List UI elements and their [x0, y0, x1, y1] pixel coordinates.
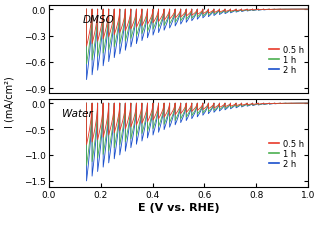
0.5 h: [146, 12, 149, 15]
0.5 h: [112, 110, 116, 113]
2 h: [85, 9, 88, 11]
2 h: [112, 21, 116, 24]
1 h: [135, 102, 138, 105]
2 h: [135, 102, 138, 105]
0.5 h: [89, 121, 93, 124]
Line: 0.5 h: 0.5 h: [87, 10, 308, 47]
1 h: [135, 9, 138, 11]
2 h: [223, 11, 227, 14]
0.5 h: [85, 144, 88, 146]
2 h: [85, 180, 88, 183]
0.5 h: [85, 102, 88, 105]
Text: DMSO: DMSO: [83, 15, 114, 25]
1 h: [112, 18, 116, 21]
1 h: [146, 108, 149, 111]
0.5 h: [135, 102, 138, 105]
2 h: [229, 12, 233, 15]
1 h: [85, 102, 88, 105]
1 h: [223, 11, 227, 14]
Line: 2 h: 2 h: [87, 10, 308, 80]
0.5 h: [306, 102, 310, 105]
0.5 h: [85, 46, 88, 48]
1 h: [306, 102, 310, 105]
0.5 h: [135, 9, 138, 11]
2 h: [85, 79, 88, 82]
2 h: [306, 9, 310, 11]
Text: Water: Water: [62, 108, 93, 118]
Text: I (mA/cm²): I (mA/cm²): [5, 76, 15, 128]
Line: 1 h: 1 h: [87, 104, 308, 166]
0.5 h: [146, 106, 149, 109]
2 h: [135, 9, 138, 11]
1 h: [146, 13, 149, 16]
0.5 h: [306, 9, 310, 11]
Line: 0.5 h: 0.5 h: [87, 104, 308, 145]
2 h: [229, 108, 233, 111]
2 h: [112, 116, 116, 119]
0.5 h: [112, 15, 116, 18]
0.5 h: [223, 104, 227, 107]
0.5 h: [85, 9, 88, 11]
2 h: [146, 109, 149, 112]
2 h: [89, 41, 93, 44]
1 h: [229, 12, 233, 14]
Line: 2 h: 2 h: [87, 104, 308, 181]
1 h: [89, 34, 93, 36]
2 h: [146, 14, 149, 17]
Legend: 0.5 h, 1 h, 2 h: 0.5 h, 1 h, 2 h: [270, 139, 304, 169]
X-axis label: E (V vs. RHE): E (V vs. RHE): [138, 202, 219, 212]
0.5 h: [89, 26, 93, 28]
1 h: [85, 63, 88, 66]
1 h: [223, 106, 227, 108]
2 h: [306, 102, 310, 105]
2 h: [223, 106, 227, 109]
0.5 h: [229, 105, 233, 108]
0.5 h: [229, 11, 233, 13]
1 h: [306, 9, 310, 11]
1 h: [85, 9, 88, 11]
2 h: [89, 138, 93, 141]
0.5 h: [223, 10, 227, 13]
1 h: [89, 131, 93, 133]
2 h: [85, 102, 88, 105]
Legend: 0.5 h, 1 h, 2 h: 0.5 h, 1 h, 2 h: [270, 45, 304, 75]
Line: 1 h: 1 h: [87, 10, 308, 64]
1 h: [229, 107, 233, 109]
1 h: [112, 114, 116, 116]
1 h: [85, 164, 88, 167]
